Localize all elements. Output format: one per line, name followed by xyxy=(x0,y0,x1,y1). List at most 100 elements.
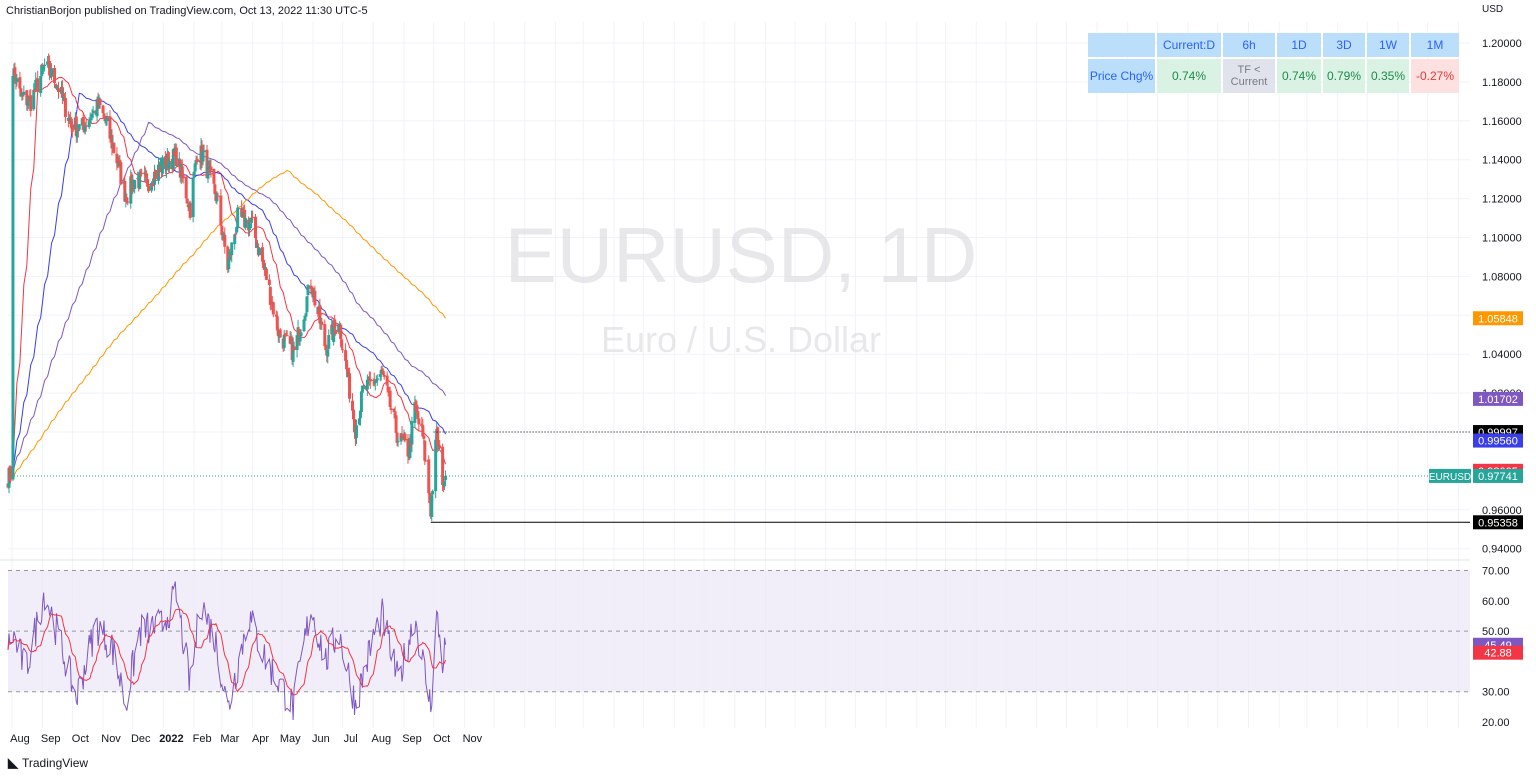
candle-body xyxy=(237,207,241,209)
candle-body xyxy=(206,162,210,179)
candle-body xyxy=(374,379,378,383)
price-tick-label: 0.94000 xyxy=(1482,544,1522,556)
candle-body xyxy=(421,425,425,437)
price-labels: 1.058481.017020.999970.995600.980050.977… xyxy=(1429,311,1523,660)
candle-body xyxy=(174,147,178,167)
candle-body xyxy=(39,76,43,94)
candle-body xyxy=(46,61,50,65)
price-axis-unit: USD xyxy=(1482,4,1503,15)
candle-body xyxy=(394,415,398,433)
tradingview-logo[interactable]: ◣ TradingView xyxy=(8,755,88,771)
candle-body xyxy=(380,369,384,371)
reference-lines xyxy=(8,431,1470,523)
candle-body xyxy=(147,185,151,192)
candle-body xyxy=(192,171,196,177)
candle xyxy=(136,171,140,180)
candle xyxy=(22,85,26,97)
candle xyxy=(213,178,217,195)
candle xyxy=(254,213,257,243)
candle xyxy=(441,443,445,492)
time-tick-label: Apr xyxy=(252,733,269,745)
candle xyxy=(337,324,341,335)
candle-body xyxy=(441,446,445,485)
candle-body xyxy=(61,96,65,100)
candle-body xyxy=(420,423,424,427)
rsi-tick-label: 50.00 xyxy=(1482,626,1510,638)
candle-body xyxy=(368,379,372,382)
perf-value-row: Price Chg% 0.74% TF < Current 0.74% 0.79… xyxy=(1088,59,1459,93)
rsi-ma-line xyxy=(7,608,447,696)
candle-body xyxy=(11,75,15,480)
candle-body xyxy=(112,142,116,153)
perf-header-row: Current:D 6h 1D 3D 1W 1M xyxy=(1088,33,1459,57)
candle xyxy=(292,341,296,353)
perf-cell-3d: 0.79% xyxy=(1323,59,1365,93)
candle-body xyxy=(367,378,371,380)
candle xyxy=(11,70,15,481)
time-tick-label: May xyxy=(280,733,301,745)
candle-body xyxy=(241,212,245,217)
candle-body xyxy=(332,321,336,342)
candle-body xyxy=(180,166,184,177)
candle-body xyxy=(254,216,257,239)
candle xyxy=(151,178,155,188)
candle-body xyxy=(163,156,167,170)
price-label-6-text: 0.95358 xyxy=(1478,517,1518,529)
candle xyxy=(233,233,237,250)
candle-body xyxy=(444,475,448,480)
price-tick-label: 1.10000 xyxy=(1482,233,1522,245)
candle xyxy=(389,405,393,414)
candle-body xyxy=(304,313,308,315)
rsi-tick-label: 30.00 xyxy=(1482,687,1510,699)
candle xyxy=(394,411,398,437)
rsi-label-1: 42.88 xyxy=(1473,645,1523,660)
candle xyxy=(320,317,324,330)
candle xyxy=(110,129,114,156)
candle-body xyxy=(139,172,143,174)
candle xyxy=(403,432,407,443)
candle-body xyxy=(236,207,240,229)
candle xyxy=(188,200,192,220)
candle xyxy=(25,89,29,111)
candle-body xyxy=(379,369,383,373)
candle-body xyxy=(223,234,227,247)
candle-body xyxy=(19,88,23,97)
candle xyxy=(382,372,386,380)
candle-body xyxy=(261,260,265,265)
candle-body xyxy=(278,329,282,338)
candle-body xyxy=(56,85,59,87)
symbol-tag-bg xyxy=(1429,468,1471,483)
candle-body xyxy=(83,125,87,132)
candle-body xyxy=(50,68,54,77)
candle xyxy=(61,89,65,102)
candle-body xyxy=(254,240,258,248)
candle-body xyxy=(326,349,330,357)
candle xyxy=(70,118,74,138)
candle-body xyxy=(318,305,322,324)
candle xyxy=(361,384,365,393)
candle xyxy=(373,380,377,391)
candle xyxy=(154,169,158,181)
candle xyxy=(388,386,392,410)
candle-body xyxy=(126,201,130,203)
candle-body xyxy=(385,375,389,386)
candle-body xyxy=(138,171,142,189)
candle-body xyxy=(271,302,275,315)
time-tick-label: Oct xyxy=(72,733,89,745)
candle-body xyxy=(333,319,337,328)
candle-body xyxy=(87,121,91,128)
candle-body xyxy=(416,411,420,419)
candle-body xyxy=(389,408,393,411)
candle xyxy=(268,286,272,311)
candle-body xyxy=(194,160,198,164)
time-tick-label: Jul xyxy=(344,733,358,745)
candle xyxy=(257,247,261,256)
candle xyxy=(223,227,227,254)
perf-cell-1w: 0.35% xyxy=(1367,59,1409,93)
candle-body xyxy=(119,162,123,185)
candle xyxy=(60,80,64,104)
candle-body xyxy=(334,329,338,335)
price-label-6-bg xyxy=(1473,515,1523,530)
candle-body xyxy=(341,349,345,351)
